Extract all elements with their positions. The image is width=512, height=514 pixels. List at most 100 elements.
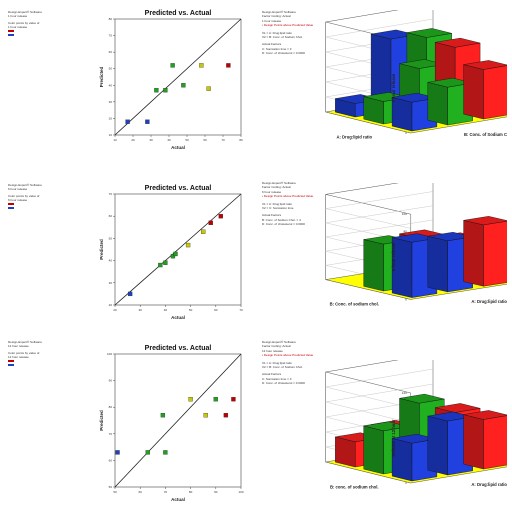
bar-top-face [463, 410, 507, 420]
x-axis-label: Actual [171, 497, 185, 502]
x-tick-label: 100 [238, 490, 243, 494]
data-point [160, 413, 166, 418]
legend-block: Design-Expert® Software 6 hour release C… [8, 183, 88, 210]
legend-line: Color points by value of [8, 194, 40, 198]
x-tick-label: 50 [185, 138, 189, 142]
x-tick-label: 40 [167, 138, 171, 142]
chart-title: Predicted vs. Actual [145, 185, 212, 192]
x-tick-label: 40 [164, 308, 168, 312]
data-point [226, 63, 231, 68]
info-line: C: Sonication time = 3 [262, 376, 292, 381]
y-tick-label: 50 [109, 67, 113, 71]
y-axis-label: Predicted [99, 66, 104, 87]
data-point [163, 260, 168, 265]
right-axis-label: A: Drug:lipid ratio [471, 299, 507, 304]
bar-top-face [435, 37, 481, 48]
bar-side-face [427, 415, 448, 476]
left-axis-label: A: Drug:lipid ratio [336, 135, 372, 140]
data-point [231, 397, 236, 402]
left-axis-label: B: conc. of sodium chol. [330, 485, 379, 490]
bar-side-face [463, 220, 484, 287]
data-point [163, 88, 168, 93]
info-line: Actual Factors [262, 42, 282, 47]
y-tick-label: 40 [109, 83, 113, 87]
y-tick-label: 50 [109, 485, 113, 489]
y-axis-label: Predicted [99, 239, 104, 260]
info-line: X1 = A: Drug:lipid ratio [262, 201, 292, 206]
y-tick-label: 70 [109, 432, 113, 436]
z-tick-label: 0 [405, 481, 407, 485]
bar-top-face [406, 28, 452, 38]
legend-line: Design-Expert® Software [8, 10, 42, 14]
data-point [115, 450, 120, 455]
left-axis-label: B: Conc. of sodium chol. [330, 302, 379, 307]
z-tick-label: 0 [405, 131, 407, 135]
y-tick-label: 20 [109, 303, 113, 307]
panel-row-1: Design-Expert® Software 1 hour release C… [0, 0, 512, 160]
x-tick-label: 30 [139, 308, 143, 312]
legend-swatch-high [8, 202, 88, 206]
wall-grid-line [325, 368, 434, 409]
legend-swatch-high [8, 359, 88, 363]
x-tick-label: 30 [149, 138, 153, 142]
bar-front-face [483, 65, 507, 120]
legend-swatch-low [8, 33, 88, 37]
legend-block: Design-Expert® Software 1 hour release C… [8, 10, 88, 37]
legend-block: Design-Expert® Software 12 hour release … [8, 340, 88, 367]
bar-side-face [463, 64, 484, 120]
data-point [203, 413, 208, 418]
y-axis-label: Predicted [99, 410, 104, 431]
predicted-vs-actual-chart: Predicted vs. Actual 10 20 30 40 50 60 70 80 10 20… [99, 10, 243, 150]
legend-swatch-low [8, 206, 88, 210]
info-line: Actual Factors [262, 372, 282, 377]
legend-swatch-high [8, 29, 88, 33]
data-point [163, 450, 168, 455]
x-tick-label: 60 [214, 308, 218, 312]
data-point [127, 291, 133, 297]
bar-side-face [463, 414, 484, 470]
bar-front-face [483, 415, 507, 470]
info-line: Factor Coding: Actual [262, 344, 291, 349]
wall-grid-line [325, 191, 434, 229]
z-axis-label: 6 hour release [391, 242, 396, 271]
panel-row-3: Design-Expert® Software 12 hour release … [0, 338, 512, 502]
x-tick-label: 80 [239, 138, 243, 142]
data-point [145, 450, 150, 455]
data-point [125, 119, 130, 124]
x-tick-label: 90 [214, 490, 218, 494]
x-axis-label: Actual [171, 145, 185, 150]
x-tick-label: 10 [113, 138, 117, 142]
bar-front-face [483, 220, 507, 287]
data-point [145, 119, 150, 124]
data-point [181, 83, 186, 88]
data-point [170, 254, 176, 259]
x-tick-label: 60 [139, 490, 143, 494]
data-point [173, 251, 178, 257]
model-info-block: Design-Expert® Software Factor Coding: A… [262, 181, 313, 227]
bar-top-face [463, 216, 507, 226]
info-line: X2 = B: Conc. of Sodium Chol. [262, 365, 303, 370]
bar-top-face [435, 403, 481, 413]
info-line: 12 hour release [262, 348, 283, 353]
panel-row-2: Design-Expert® Software 6 hour release C… [0, 175, 512, 335]
legend-swatch-low [8, 363, 88, 367]
x-tick-label: 70 [239, 308, 243, 312]
z-tick-label: 120 [402, 391, 407, 395]
info-line: Design-Expert® Software [262, 10, 296, 14]
right-axis-label: A: Drug:lipid ratio [471, 482, 507, 487]
data-point [201, 229, 206, 234]
bar-side-face [427, 235, 448, 293]
info-line-highlight: • Design Points above Predicted Value [262, 23, 314, 28]
bar-top-face [399, 393, 445, 404]
info-line: X1 = A: Drug:lipid ratio [262, 30, 292, 35]
y-tick-label: 70 [109, 34, 113, 38]
info-line: X2 = C: Sonication time [262, 206, 294, 211]
data-point [170, 63, 175, 68]
y-tick-label: 80 [109, 17, 113, 21]
info-line: X1 = A: Drug:lipid ratio [262, 360, 292, 365]
info-line: 1 hour release [262, 18, 282, 23]
y-tick-label: 20 [109, 116, 113, 120]
